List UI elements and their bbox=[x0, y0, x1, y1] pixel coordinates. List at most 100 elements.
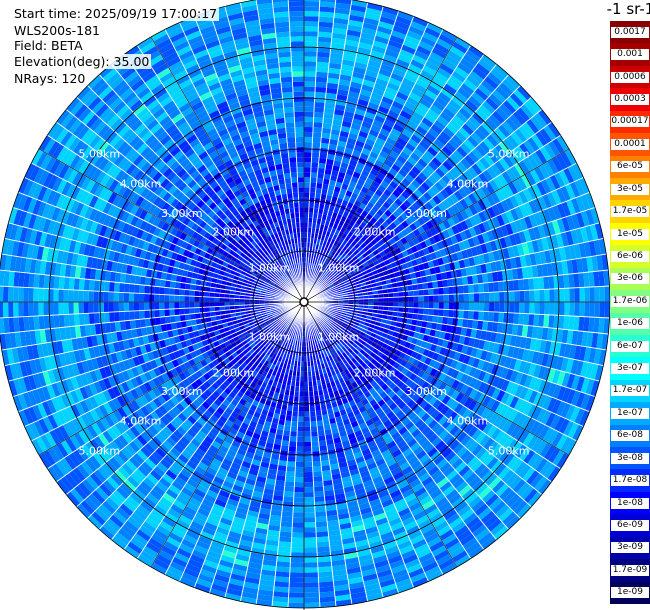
beta-cell bbox=[407, 424, 418, 435]
beta-cell bbox=[164, 280, 171, 288]
beta-cell bbox=[534, 302, 540, 315]
beta-cell bbox=[246, 566, 262, 575]
beta-cell bbox=[541, 327, 549, 341]
beta-cell bbox=[255, 406, 263, 414]
beta-cell bbox=[469, 377, 478, 389]
beta-cell bbox=[288, 344, 293, 350]
beta-cell bbox=[377, 489, 390, 499]
beta-cell bbox=[65, 406, 77, 421]
beta-cell bbox=[575, 391, 586, 409]
beta-cell bbox=[316, 546, 331, 553]
beta-cell bbox=[314, 339, 318, 345]
beta-cell bbox=[139, 284, 145, 294]
beta-cell bbox=[314, 333, 319, 340]
beta-cell bbox=[331, 320, 337, 326]
beta-cell bbox=[187, 415, 197, 425]
beta-cell bbox=[374, 480, 386, 489]
beta-cell bbox=[259, 397, 267, 405]
beta-cell bbox=[261, 312, 267, 316]
beta-cell bbox=[262, 326, 269, 331]
beta-cell bbox=[313, 323, 318, 329]
beta-cell bbox=[154, 278, 161, 287]
beta-cell bbox=[421, 380, 430, 391]
beta-cell bbox=[432, 492, 446, 504]
beta-cell bbox=[129, 283, 135, 294]
beta-cell bbox=[478, 339, 486, 350]
beta-cell bbox=[399, 544, 415, 555]
beta-cell bbox=[386, 550, 401, 560]
beta-cell bbox=[494, 402, 505, 415]
beta-cell bbox=[487, 518, 502, 532]
beta-cell bbox=[147, 334, 155, 344]
beta-cell bbox=[304, 592, 320, 598]
beta-cell bbox=[398, 426, 408, 436]
beta-cell bbox=[231, 521, 245, 530]
beta-cell bbox=[338, 517, 351, 525]
beta-cell bbox=[518, 429, 530, 444]
beta-cell bbox=[304, 471, 314, 478]
beta-cell bbox=[131, 411, 142, 423]
beta-cell bbox=[93, 393, 104, 407]
beta-cell bbox=[190, 438, 202, 448]
beta-cell bbox=[336, 350, 342, 356]
beta-cell bbox=[568, 344, 577, 360]
beta-cell bbox=[214, 573, 230, 583]
beta-cell bbox=[521, 415, 532, 430]
beta-cell bbox=[408, 390, 417, 399]
beta-cell bbox=[445, 469, 459, 482]
beta-cell bbox=[118, 292, 125, 302]
beta-cell bbox=[344, 449, 354, 457]
beta-cell bbox=[551, 355, 559, 370]
beta-cell bbox=[467, 356, 476, 367]
beta-cell bbox=[138, 525, 154, 538]
beta-cell bbox=[304, 356, 308, 362]
beta-cell bbox=[338, 430, 348, 438]
beta-cell bbox=[248, 331, 255, 338]
beta-cell bbox=[136, 529, 151, 542]
beta-cell bbox=[248, 557, 264, 565]
beta-cell bbox=[78, 348, 87, 362]
beta-cell bbox=[319, 586, 335, 593]
beta-cell bbox=[399, 461, 411, 472]
beta-cell bbox=[102, 521, 118, 536]
beta-cell bbox=[113, 437, 125, 451]
beta-cell bbox=[366, 339, 373, 346]
beta-cell bbox=[116, 395, 127, 408]
beta-cell bbox=[204, 435, 215, 445]
beta-cell bbox=[461, 488, 476, 501]
beta-cell bbox=[152, 376, 161, 387]
beta-cell bbox=[412, 313, 419, 320]
beta-cell bbox=[267, 529, 280, 537]
beta-cell bbox=[99, 525, 115, 540]
beta-cell bbox=[361, 345, 369, 352]
beta-cell bbox=[143, 381, 153, 393]
beta-cell bbox=[269, 333, 275, 339]
beta-cell bbox=[177, 327, 184, 336]
beta-cell bbox=[369, 498, 382, 507]
beta-cell bbox=[274, 387, 281, 394]
beta-cell bbox=[304, 547, 318, 553]
beta-cell bbox=[335, 314, 341, 318]
beta-cell bbox=[168, 532, 184, 544]
beta-cell bbox=[279, 388, 286, 395]
beta-cell bbox=[503, 406, 514, 420]
beta-cell bbox=[505, 472, 519, 487]
beta-cell bbox=[88, 395, 99, 409]
beta-cell bbox=[317, 384, 323, 391]
beta-cell bbox=[114, 321, 122, 332]
beta-cell bbox=[117, 340, 126, 352]
beta-cell bbox=[256, 313, 262, 318]
beta-cell bbox=[316, 531, 329, 538]
beta-cell bbox=[394, 397, 403, 406]
beta-cell bbox=[206, 321, 213, 328]
beta-cell bbox=[107, 387, 117, 400]
beta-cell bbox=[502, 511, 517, 526]
beta-cell bbox=[522, 432, 535, 447]
beta-cell bbox=[465, 346, 474, 357]
beta-cell bbox=[522, 467, 536, 482]
beta-cell bbox=[193, 434, 204, 444]
beta-cell bbox=[538, 424, 550, 440]
beta-cell bbox=[344, 490, 356, 498]
beta-cell bbox=[452, 428, 464, 440]
beta-cell bbox=[456, 343, 464, 353]
